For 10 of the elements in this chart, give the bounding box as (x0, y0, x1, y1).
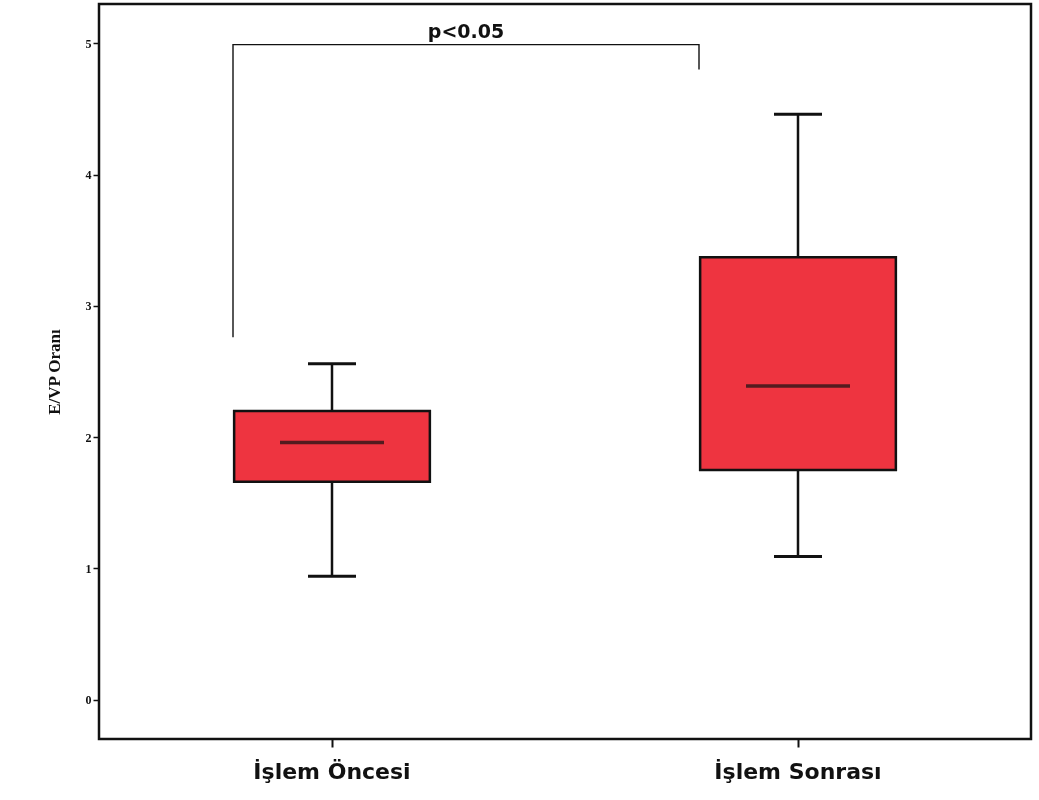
x-tick-label: İşlem Öncesi (253, 758, 411, 784)
y-axis-title: E/VP Oranı (44, 328, 64, 415)
y-tick-label: 0 (85, 693, 92, 708)
annotation: p<0.05 (427, 19, 505, 42)
y-tick-label: 3 (85, 299, 92, 314)
x-tick-label: İşlem Sonrası (714, 758, 882, 784)
y-tick-label: 4 (85, 168, 92, 183)
y-tick-label: 1 (85, 561, 92, 576)
y-tick-label: 2 (85, 430, 92, 445)
y-tick-label: 5 (85, 36, 92, 51)
